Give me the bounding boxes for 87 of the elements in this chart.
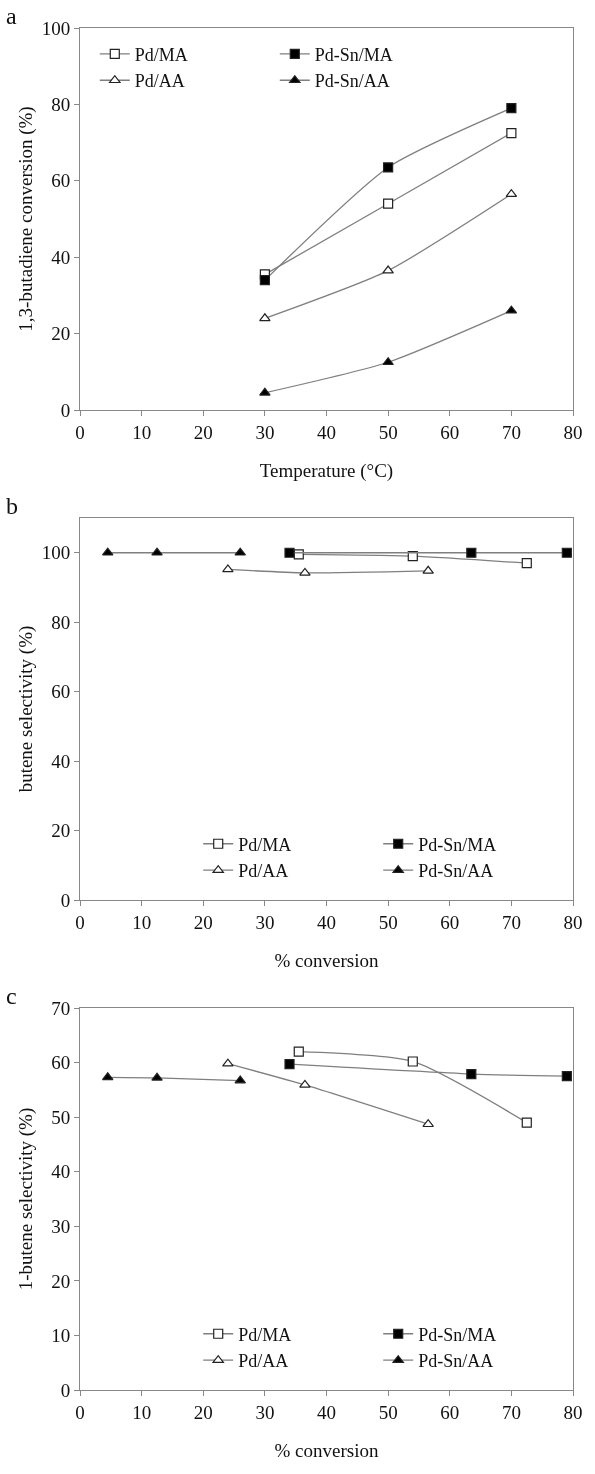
y-tick-label: 20 [51,1270,71,1292]
y-axis-title: butene selectivity (%) [15,625,37,793]
x-tick-label: 20 [193,1401,213,1423]
x-tick-label: 50 [378,911,398,933]
y-tick-label: 50 [51,1106,71,1128]
x-tick-label: 0 [75,911,85,933]
chart-title: c [5,983,17,1010]
point [151,1072,163,1081]
x-tick-label: 80 [563,1401,583,1423]
x-tick-label: 20 [193,421,213,443]
legend-label: Pd/MA [238,834,292,855]
x-tick-label: 50 [378,421,398,443]
y-tick-label: 100 [41,17,71,39]
x-tick-label: 10 [132,421,152,443]
y-tick-label: 100 [41,542,71,564]
legend-label: Pd/AA [134,71,185,92]
x-tick-label: 80 [563,911,583,933]
y-tick-label: 20 [51,323,71,345]
y-tick-label: 30 [51,1215,71,1237]
x-tick-label: 0 [75,421,85,443]
x-tick-label: 80 [563,421,583,443]
legend-label: Pd/MA [134,44,188,65]
point [383,198,394,209]
y-tick-label: 0 [60,1379,71,1401]
y-tick-label: 40 [51,750,71,772]
point [407,1056,418,1067]
point [506,103,517,114]
y-tick-label: 80 [51,611,71,633]
point [382,357,394,366]
point [259,275,270,286]
x-axis-title: % conversion [274,950,379,971]
x-tick-label: 30 [255,1401,275,1423]
x-tick-label: 70 [501,421,521,443]
x-tick-label: 50 [378,1401,398,1423]
point [561,1071,572,1082]
y-tick-label: 70 [51,997,71,1019]
point [383,162,394,173]
legend-label: Pd/AA [238,861,289,882]
y-tick-label: 40 [51,246,71,268]
x-tick-label: 60 [440,1401,460,1423]
chart-title: b [5,493,18,520]
legend-label: Pd/MA [238,1324,292,1345]
legend-label: Pd-Sn/AA [418,861,494,882]
y-tick-label: 60 [51,1052,71,1074]
x-tick-label: 10 [132,911,152,933]
point [382,265,394,274]
legend-label: Pd-Sn/AA [314,71,390,92]
point [293,1046,304,1057]
legend-label: Pd/AA [238,1351,289,1372]
x-tick-label: 10 [132,1401,152,1423]
x-tick-label: 70 [501,911,521,933]
point [222,1058,234,1067]
x-tick-label: 60 [440,421,460,443]
legend-label: Pd-Sn/MA [314,44,393,65]
y-tick-label: 60 [51,170,71,192]
point [299,1079,311,1088]
point [422,1119,434,1128]
point [284,1059,295,1070]
x-tick-label: 0 [75,1401,85,1423]
y-tick-label: 40 [51,1161,71,1183]
x-tick-label: 60 [440,911,460,933]
x-tick-label: 70 [501,1401,521,1423]
chart-title: a [5,3,17,30]
x-tick-label: 30 [255,911,275,933]
x-tick-label: 40 [317,911,336,933]
y-tick-label: 80 [51,94,71,116]
x-tick-label: 40 [317,1401,336,1423]
legend-label: Pd-Sn/MA [418,1324,497,1345]
point [521,1117,532,1128]
y-axis-title: 1,3-butadiene conversion (%) [15,106,37,332]
x-tick-label: 40 [317,421,336,443]
point [506,127,517,139]
y-tick-label: 0 [60,399,71,421]
x-tick-label: 30 [255,421,275,443]
x-axis-title: % conversion [274,1440,379,1461]
y-axis-title: 1-butene selectivity (%) [15,1107,37,1291]
legend-label: Pd-Sn/AA [418,1351,494,1372]
x-axis-title: Temperature (°C) [259,460,394,482]
y-tick-label: 10 [51,1325,71,1347]
y-tick-label: 0 [60,889,71,911]
y-tick-label: 20 [51,820,71,842]
point [259,313,271,322]
x-tick-label: 20 [193,911,213,933]
point [466,1068,477,1080]
legend-label: Pd-Sn/MA [418,834,497,855]
point [259,387,271,396]
y-tick-label: 60 [51,681,71,703]
